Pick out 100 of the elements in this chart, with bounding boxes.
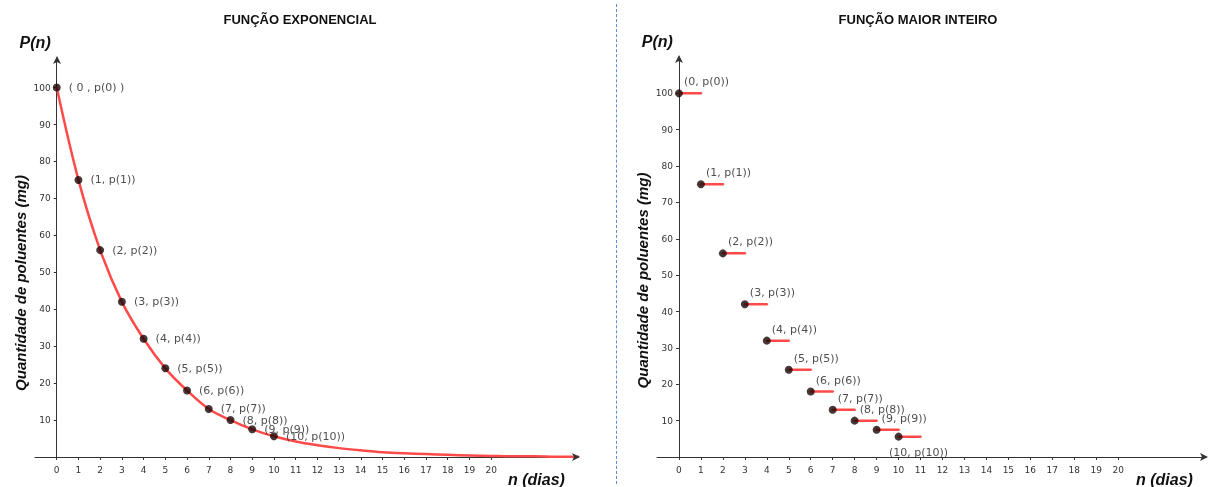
x-tick-label: 11: [914, 464, 927, 475]
data-label: (7, p(7)): [837, 391, 883, 405]
y-tick-label: 60: [39, 230, 51, 241]
x-tick-label: 1: [75, 464, 82, 475]
y-tick-label: 20: [661, 379, 674, 390]
x-tick-label: 15: [1002, 464, 1015, 475]
point: [894, 432, 903, 441]
x-tick-label: 1: [698, 464, 704, 475]
point: [161, 364, 170, 373]
data-label: (1, p(1)): [705, 166, 752, 180]
x-tick-label: 20: [1112, 464, 1125, 475]
chart-title: FUNÇÃO EXPONENCIAL: [223, 12, 377, 27]
y-tick-label: 80: [39, 156, 51, 167]
x-tick-label: 17: [1046, 464, 1059, 475]
x-tick-label: 13: [333, 464, 345, 475]
data-label: (10, p(10)): [888, 445, 949, 459]
x-tick-label: 2: [720, 464, 726, 475]
x-tick-label: 3: [119, 464, 125, 475]
x-tick-label: 7: [205, 464, 212, 475]
data-label: (6, p(6)): [199, 384, 245, 397]
point: [806, 387, 815, 396]
x-tick-label: 10: [892, 464, 905, 475]
data-label: (2, p(2)): [112, 243, 158, 257]
x-tick-label: 5: [785, 464, 792, 475]
x-tick-label: 19: [1090, 464, 1103, 475]
data-label: (3, p(3)): [133, 295, 180, 309]
y-axis-title: Quantidade de poluentes (mg): [11, 175, 29, 391]
x-axis-title: n (dias): [1136, 470, 1193, 487]
y-tick-label: 70: [39, 193, 51, 204]
point: [696, 180, 705, 189]
data-label: (5, p(5)): [177, 361, 223, 375]
point: [183, 386, 192, 395]
x-tick-label: 8: [227, 464, 234, 475]
x-tick-label: 6: [184, 464, 191, 475]
x-tick-label: 7: [829, 464, 836, 475]
x-tick-label: 10: [268, 464, 280, 475]
data-label: (3, p(3)): [749, 286, 795, 300]
point: [872, 425, 881, 434]
x-axis-title: n (dias): [508, 470, 565, 487]
point: [226, 416, 235, 425]
y-tick-label: 90: [39, 119, 51, 130]
point: [96, 246, 105, 255]
x-tick-label: 13: [958, 464, 971, 475]
data-label: (6, p(6)): [815, 373, 861, 387]
y-tick-label: 40: [661, 306, 674, 317]
y-tick-label: 10: [661, 415, 674, 426]
point: [52, 83, 61, 92]
x-tick-label: 18: [441, 464, 454, 475]
data-label: (5, p(5)): [793, 351, 839, 365]
point: [117, 297, 126, 306]
y-tick-label: 20: [39, 378, 51, 389]
x-tick-label: 0: [53, 464, 60, 475]
x-tick-label: 17: [420, 464, 432, 475]
y-tick-label: 50: [39, 267, 51, 278]
x-tick-label: 12: [936, 464, 949, 475]
text: P(n): [641, 32, 673, 50]
data-label: (2, p(2)): [727, 235, 774, 249]
data-label: ( 0 , p(0) ): [68, 81, 125, 95]
y-axis-title: Quantidade de poluentes (mg): [633, 172, 651, 389]
x-tick-label: 16: [398, 464, 411, 475]
point: [762, 336, 771, 345]
chart-title: FUNÇÃO MAIOR INTEIRO: [838, 12, 998, 27]
y-tick-label: 30: [661, 342, 674, 353]
x-tick-label: 11: [289, 464, 302, 475]
y-tick-label: 30: [39, 341, 51, 352]
point: [674, 89, 683, 98]
y-tick-label: 60: [661, 233, 674, 244]
x-tick-label: 14: [355, 464, 367, 475]
data-label: (1, p(1)): [90, 173, 136, 187]
x-tick-label: 16: [1024, 464, 1037, 475]
x-tick-label: 5: [162, 464, 169, 475]
y-tick-label: 100: [33, 82, 51, 93]
x-tick-label: 3: [741, 464, 748, 475]
x-tick-label: 12: [311, 464, 324, 475]
point: [74, 175, 83, 184]
point: [828, 405, 837, 414]
point: [718, 249, 727, 258]
y-tick-label: 10: [39, 415, 51, 426]
x-tick-label: 0: [676, 464, 683, 475]
x-tick-label: 14: [980, 464, 993, 475]
point: [740, 300, 749, 309]
data-label: (4, p(4)): [155, 332, 201, 346]
x-tick-label: 19: [463, 464, 476, 475]
data-label: (0, p(0)): [683, 75, 730, 89]
y-tick-label: 40: [39, 304, 51, 315]
x-tick-label: 9: [873, 464, 880, 475]
x-tick-label: 20: [485, 464, 498, 475]
point: [139, 334, 148, 343]
x-tick-label: 2: [97, 464, 104, 475]
point: [248, 425, 257, 434]
x-tick-label: 9: [249, 464, 256, 475]
x-tick-label: 18: [1068, 464, 1081, 475]
data-label: (4, p(4)): [771, 322, 817, 336]
x-tick-label: 6: [807, 464, 814, 475]
x-tick-label: 15: [376, 464, 389, 475]
point: [784, 365, 793, 374]
x-tick-label: 4: [140, 464, 147, 475]
point: [204, 404, 213, 413]
data-label: (7, p(7)): [220, 402, 266, 416]
y-tick-label: 80: [661, 161, 674, 172]
